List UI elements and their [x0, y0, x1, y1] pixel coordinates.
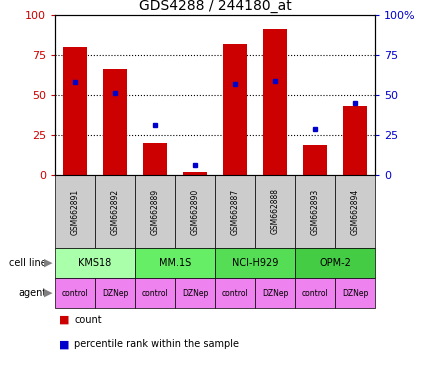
Bar: [55, 278, 95, 308]
Bar: [183, 172, 207, 175]
Text: ■: ■: [59, 339, 70, 349]
Bar: [135, 248, 215, 278]
Text: ▶: ▶: [44, 288, 53, 298]
Text: count: count: [74, 314, 102, 324]
Text: GSM662892: GSM662892: [110, 189, 119, 235]
Text: GSM662893: GSM662893: [311, 189, 320, 235]
Bar: [63, 47, 87, 175]
Bar: [255, 175, 295, 248]
Text: GSM662894: GSM662894: [351, 189, 360, 235]
Bar: [303, 145, 327, 175]
Text: MM.1S: MM.1S: [159, 258, 191, 268]
Text: control: control: [302, 288, 329, 298]
Text: control: control: [221, 288, 248, 298]
Text: DZNep: DZNep: [342, 288, 368, 298]
Text: GSM662888: GSM662888: [270, 189, 280, 235]
Bar: [143, 143, 167, 175]
Text: DZNep: DZNep: [262, 288, 288, 298]
Text: NCI-H929: NCI-H929: [232, 258, 278, 268]
Text: percentile rank within the sample: percentile rank within the sample: [74, 339, 239, 349]
Bar: [55, 248, 135, 278]
Text: cell line: cell line: [9, 258, 46, 268]
Bar: [95, 175, 135, 248]
Bar: [295, 278, 335, 308]
Text: KMS18: KMS18: [78, 258, 112, 268]
Bar: [135, 175, 175, 248]
Bar: [175, 278, 215, 308]
Text: ■: ■: [59, 314, 70, 324]
Bar: [335, 175, 375, 248]
Bar: [295, 175, 335, 248]
Bar: [95, 278, 135, 308]
Text: GSM662887: GSM662887: [230, 189, 240, 235]
Bar: [223, 44, 247, 175]
Title: GDS4288 / 244180_at: GDS4288 / 244180_at: [139, 0, 292, 13]
Text: DZNep: DZNep: [102, 288, 128, 298]
Bar: [215, 175, 255, 248]
Text: control: control: [142, 288, 168, 298]
Text: agent: agent: [18, 288, 46, 298]
Text: GSM662890: GSM662890: [190, 189, 199, 235]
Bar: [335, 278, 375, 308]
Bar: [215, 248, 295, 278]
Bar: [263, 30, 287, 175]
Text: OPM-2: OPM-2: [319, 258, 351, 268]
Bar: [215, 278, 255, 308]
Bar: [55, 175, 95, 248]
Bar: [343, 106, 367, 175]
Text: GSM662889: GSM662889: [150, 189, 159, 235]
Bar: [135, 278, 175, 308]
Text: GSM662891: GSM662891: [71, 189, 79, 235]
Bar: [103, 70, 127, 175]
Text: control: control: [62, 288, 88, 298]
Text: DZNep: DZNep: [182, 288, 208, 298]
Bar: [255, 278, 295, 308]
Bar: [295, 248, 375, 278]
Bar: [175, 175, 215, 248]
Text: ▶: ▶: [44, 258, 53, 268]
